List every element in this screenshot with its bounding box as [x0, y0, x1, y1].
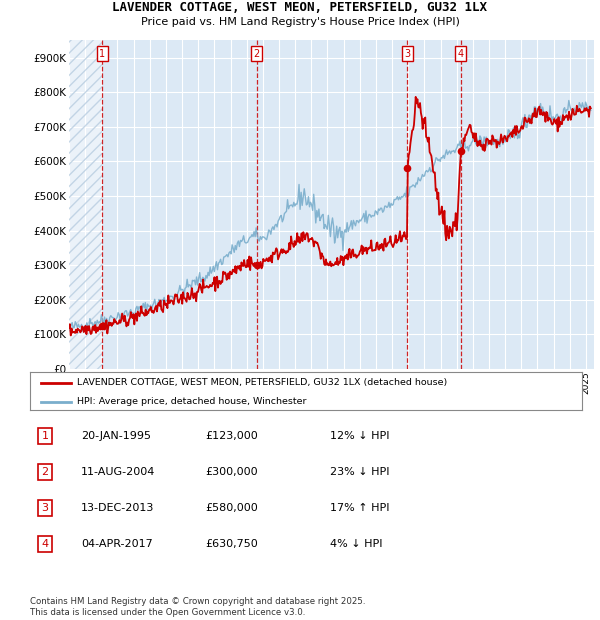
- Text: 2: 2: [41, 467, 49, 477]
- Bar: [69, 40, 102, 369]
- Text: Contains HM Land Registry data © Crown copyright and database right 2025.
This d: Contains HM Land Registry data © Crown c…: [30, 598, 365, 617]
- Text: 13-DEC-2013: 13-DEC-2013: [81, 503, 154, 513]
- Text: £123,000: £123,000: [205, 431, 258, 441]
- Text: 23% ↓ HPI: 23% ↓ HPI: [330, 467, 389, 477]
- Text: LAVENDER COTTAGE, WEST MEON, PETERSFIELD, GU32 1LX (detached house): LAVENDER COTTAGE, WEST MEON, PETERSFIELD…: [77, 378, 447, 388]
- Text: 12% ↓ HPI: 12% ↓ HPI: [330, 431, 389, 441]
- Text: 2: 2: [253, 48, 260, 58]
- Text: £630,750: £630,750: [205, 539, 258, 549]
- Text: 4: 4: [458, 48, 464, 58]
- Text: 3: 3: [404, 48, 410, 58]
- Text: 04-APR-2017: 04-APR-2017: [81, 539, 153, 549]
- Text: 1: 1: [99, 48, 105, 58]
- Text: 20-JAN-1995: 20-JAN-1995: [81, 431, 151, 441]
- Text: £580,000: £580,000: [205, 503, 258, 513]
- Text: 11-AUG-2004: 11-AUG-2004: [81, 467, 155, 477]
- Text: 17% ↑ HPI: 17% ↑ HPI: [330, 503, 389, 513]
- Text: £300,000: £300,000: [205, 467, 258, 477]
- Text: 4: 4: [41, 539, 49, 549]
- Bar: [69, 40, 102, 369]
- Text: Price paid vs. HM Land Registry's House Price Index (HPI): Price paid vs. HM Land Registry's House …: [140, 17, 460, 27]
- Text: 4% ↓ HPI: 4% ↓ HPI: [330, 539, 383, 549]
- Text: LAVENDER COTTAGE, WEST MEON, PETERSFIELD, GU32 1LX: LAVENDER COTTAGE, WEST MEON, PETERSFIELD…: [113, 1, 487, 14]
- Text: HPI: Average price, detached house, Winchester: HPI: Average price, detached house, Winc…: [77, 397, 307, 407]
- Text: 3: 3: [41, 503, 49, 513]
- Text: 1: 1: [41, 431, 49, 441]
